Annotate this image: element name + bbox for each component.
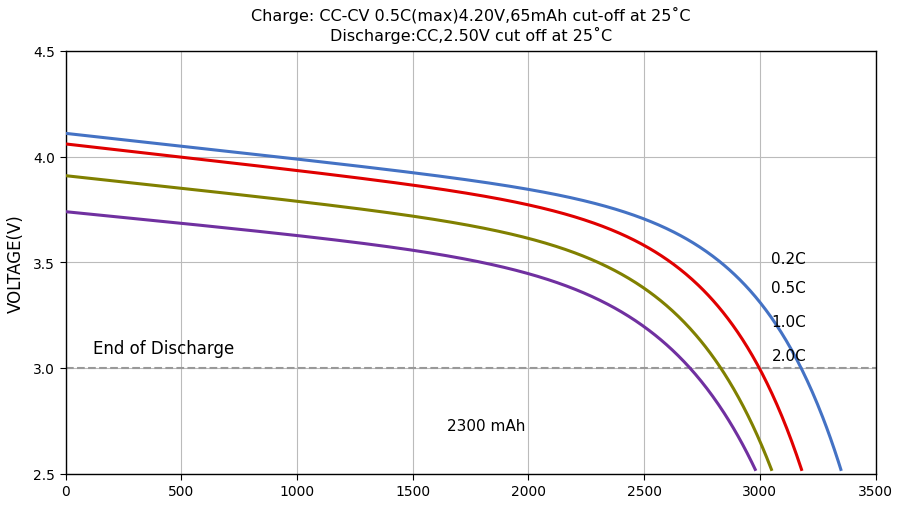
Title: Charge: CC-CV 0.5C(max)4.20V,65mAh cut-off at 25˚C
Discharge:CC,2.50V cut off at: Charge: CC-CV 0.5C(max)4.20V,65mAh cut-o… [251, 7, 690, 44]
Text: End of Discharge: End of Discharge [94, 340, 235, 358]
Text: 0.5C: 0.5C [771, 281, 806, 295]
Text: 1.0C: 1.0C [771, 314, 806, 329]
Text: 0.2C: 0.2C [771, 251, 806, 266]
Text: 2.0C: 2.0C [771, 348, 806, 363]
Text: 2300 mAh: 2300 mAh [447, 418, 526, 433]
Y-axis label: VOLTAGE(V): VOLTAGE(V) [7, 214, 25, 312]
